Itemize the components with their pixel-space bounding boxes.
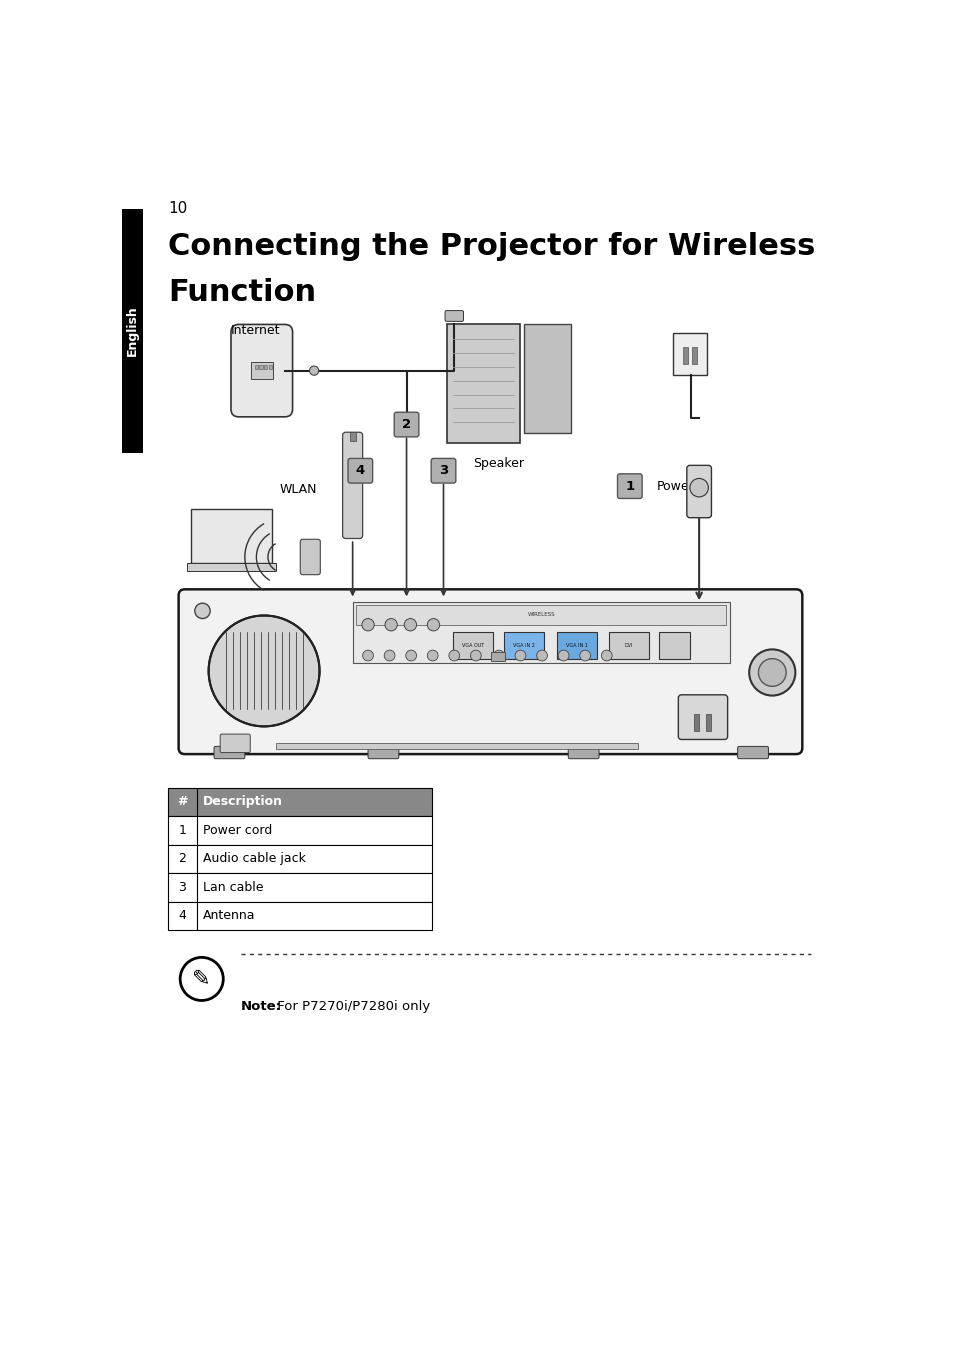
FancyBboxPatch shape [220,734,250,753]
Circle shape [758,658,785,686]
Circle shape [427,650,437,661]
Circle shape [427,619,439,631]
Bar [264,366,267,370]
Text: 3: 3 [438,464,448,478]
Bar [191,509,272,563]
Text: Power: Power [656,479,694,493]
Text: DVI: DVI [624,643,633,649]
Text: Internet: Internet [231,324,280,337]
Text: Connecting the Projector for Wireless: Connecting the Projector for Wireless [168,231,815,261]
FancyBboxPatch shape [686,465,711,517]
FancyBboxPatch shape [342,433,362,538]
Bar [608,632,648,660]
Circle shape [515,650,525,661]
FancyBboxPatch shape [617,474,641,498]
FancyBboxPatch shape [568,746,598,758]
Bar [356,605,725,624]
Bar [446,323,519,444]
Circle shape [384,650,395,661]
Text: #: # [177,795,188,808]
Bar [168,816,432,845]
Bar [251,363,273,379]
Text: WLAN: WLAN [279,483,316,496]
Text: 10: 10 [168,201,187,216]
Circle shape [309,366,318,375]
FancyBboxPatch shape [368,746,398,758]
Bar [275,743,637,749]
Circle shape [748,649,795,695]
Circle shape [385,619,396,631]
Text: For P7270i/P7280i only: For P7270i/P7280i only [274,999,430,1013]
FancyBboxPatch shape [213,746,245,758]
Text: 4: 4 [178,909,186,923]
Text: 4: 4 [355,464,365,478]
Text: ✎: ✎ [193,969,211,988]
Bar [659,632,689,660]
Bar [523,323,571,434]
FancyBboxPatch shape [348,459,373,483]
Text: Audio cable jack: Audio cable jack [203,853,306,865]
Circle shape [180,957,223,1001]
Text: English: English [126,305,139,356]
Circle shape [470,650,480,661]
Bar [259,366,262,370]
Text: 2: 2 [178,853,186,865]
Text: 2: 2 [401,418,411,431]
Circle shape [449,650,459,661]
Circle shape [579,650,590,661]
Text: WIRELESS: WIRELESS [527,612,555,617]
Bar [168,789,432,816]
Bar [187,563,275,571]
Text: Power cord: Power cord [203,824,273,836]
Text: Description: Description [203,795,283,808]
Bar [672,333,706,375]
FancyBboxPatch shape [737,746,767,758]
Bar [692,346,696,364]
Circle shape [194,604,210,619]
Circle shape [689,478,708,497]
Bar [168,873,432,902]
Circle shape [405,650,416,661]
Bar [504,632,544,660]
FancyBboxPatch shape [394,412,418,437]
Text: 1: 1 [624,479,634,493]
Circle shape [558,650,568,661]
Text: Speaker: Speaker [472,457,523,470]
Text: Lan cable: Lan cable [203,880,263,894]
Bar [168,845,432,873]
Circle shape [362,650,373,661]
Text: VGA OUT: VGA OUT [461,643,483,649]
Text: VGA IN 2: VGA IN 2 [513,643,535,649]
Circle shape [361,619,374,631]
Bar [693,715,699,731]
FancyBboxPatch shape [431,459,456,483]
Bar [349,433,355,441]
Text: Antenna: Antenna [203,909,255,923]
Text: Note:: Note: [241,999,282,1013]
Circle shape [600,650,612,661]
Circle shape [404,619,416,631]
Text: 3: 3 [178,880,186,894]
Bar [557,632,596,660]
Bar [269,366,272,370]
FancyBboxPatch shape [444,311,463,322]
Text: VGA IN 1: VGA IN 1 [565,643,587,649]
FancyBboxPatch shape [300,539,320,575]
Bar [682,346,687,364]
FancyBboxPatch shape [231,324,293,416]
Bar [705,715,711,731]
Bar [453,632,493,660]
Bar [491,652,504,661]
Circle shape [493,650,504,661]
Text: Function: Function [168,278,315,307]
Text: 1: 1 [178,824,186,836]
Bar [168,902,432,931]
Bar [254,366,257,370]
Bar [353,601,729,663]
Circle shape [209,616,319,727]
Circle shape [537,650,547,661]
FancyBboxPatch shape [178,589,801,754]
FancyBboxPatch shape [678,695,727,739]
Bar [122,209,143,453]
